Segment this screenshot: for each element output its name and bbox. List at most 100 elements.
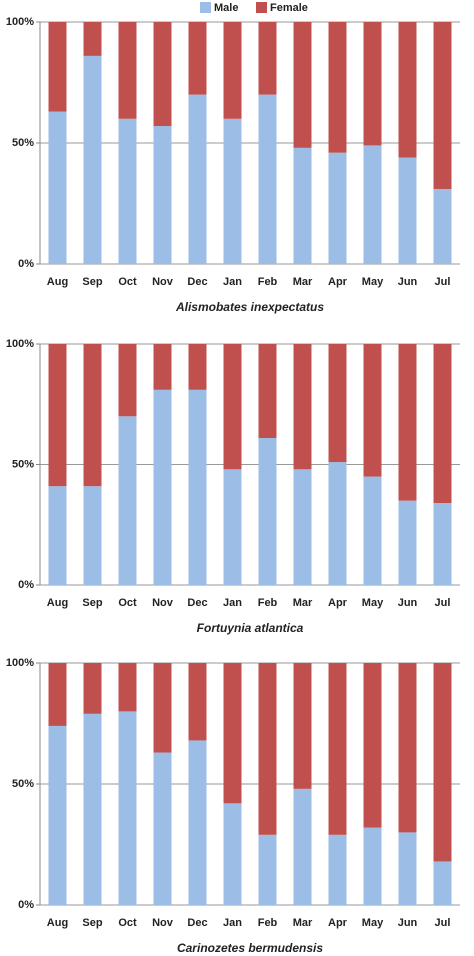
bar-segment xyxy=(433,344,452,504)
bar-segment xyxy=(293,788,312,905)
bar-segment xyxy=(153,663,172,753)
bar-segment xyxy=(398,157,417,264)
x-tick-label: Nov xyxy=(152,917,174,929)
x-tick-label: Oct xyxy=(118,597,137,609)
bar-segment xyxy=(293,147,312,264)
bar-segment xyxy=(188,94,207,264)
bar-segment xyxy=(83,486,102,585)
bar-segment xyxy=(153,126,172,264)
bar-segment xyxy=(363,663,382,828)
bar-segment xyxy=(293,663,312,789)
bar-segment xyxy=(433,663,452,862)
bar-segment xyxy=(363,476,382,585)
x-tick-label: Sep xyxy=(82,276,102,288)
x-tick-label: Jul xyxy=(435,276,451,288)
bar-segment xyxy=(223,469,242,585)
y-tick-label: 50% xyxy=(12,137,34,149)
x-tick-label: Jan xyxy=(223,597,242,609)
legend-swatch xyxy=(256,2,267,13)
x-tick-label: Jul xyxy=(435,917,451,929)
bar-segment xyxy=(223,118,242,264)
bar-segment xyxy=(118,22,137,119)
bar-segment xyxy=(363,145,382,264)
y-tick-label: 0% xyxy=(18,899,34,911)
y-tick-label: 50% xyxy=(12,778,34,790)
bar-segment xyxy=(258,94,277,264)
legend-swatch xyxy=(200,2,211,13)
bar-segment xyxy=(328,152,347,264)
bar-segment xyxy=(328,462,347,585)
bar-segment xyxy=(153,752,172,905)
x-tick-label: Feb xyxy=(258,597,278,609)
bar-segment xyxy=(48,725,67,905)
chart-title: Alismobates inexpectatus xyxy=(175,300,324,314)
bar-segment xyxy=(328,22,347,153)
bar-segment xyxy=(258,22,277,95)
y-tick-label: 100% xyxy=(6,338,34,350)
chart-title: Carinozetes bermudensis xyxy=(177,941,323,955)
y-tick-label: 0% xyxy=(18,579,34,591)
bar-segment xyxy=(398,22,417,158)
bar-segment xyxy=(118,416,137,585)
x-tick-label: May xyxy=(362,917,384,929)
x-tick-label: Apr xyxy=(328,597,348,609)
bar-segment xyxy=(433,22,452,189)
bar-segment xyxy=(118,118,137,264)
x-tick-label: Aug xyxy=(47,917,68,929)
y-tick-label: 0% xyxy=(18,258,34,270)
bar-segment xyxy=(258,344,277,438)
bar-segment xyxy=(83,22,102,56)
bar-segment xyxy=(293,344,312,470)
x-tick-label: Mar xyxy=(293,276,313,288)
bar-segment xyxy=(83,663,102,714)
bar-segment xyxy=(188,663,207,741)
bar-segment xyxy=(363,22,382,146)
y-tick-label: 100% xyxy=(6,657,34,669)
bar-segment xyxy=(83,344,102,487)
bar-segment xyxy=(83,55,102,264)
bar-segment xyxy=(328,834,347,905)
bar-segment xyxy=(398,344,417,501)
x-tick-label: Dec xyxy=(187,597,207,609)
bar-segment xyxy=(188,344,207,390)
bar-segment xyxy=(118,711,137,905)
x-tick-label: Nov xyxy=(152,276,174,288)
x-tick-label: Jul xyxy=(435,597,451,609)
x-tick-label: Aug xyxy=(47,276,68,288)
bar-segment xyxy=(363,344,382,477)
bar-segment xyxy=(293,22,312,148)
bar-segment xyxy=(118,663,137,712)
x-tick-label: Sep xyxy=(82,597,102,609)
x-tick-label: Oct xyxy=(118,276,137,288)
y-tick-label: 50% xyxy=(12,458,34,470)
x-tick-label: Apr xyxy=(328,276,348,288)
bar-segment xyxy=(48,486,67,585)
x-tick-label: Mar xyxy=(293,597,313,609)
x-tick-label: Jan xyxy=(223,276,242,288)
y-tick-label: 100% xyxy=(6,16,34,28)
x-tick-label: Jun xyxy=(398,276,418,288)
x-tick-label: Sep xyxy=(82,917,102,929)
x-tick-label: Jun xyxy=(398,597,418,609)
x-tick-label: Oct xyxy=(118,917,137,929)
bar-segment xyxy=(293,469,312,585)
x-tick-label: Apr xyxy=(328,917,348,929)
bar-segment xyxy=(398,500,417,585)
legend-label: Male xyxy=(214,2,238,14)
bar-segment xyxy=(328,663,347,835)
bar-segment xyxy=(363,827,382,905)
bar-segment xyxy=(223,344,242,470)
x-tick-label: Dec xyxy=(187,276,207,288)
bar-segment xyxy=(48,111,67,264)
bar-segment xyxy=(398,832,417,905)
x-tick-label: Mar xyxy=(293,917,313,929)
chart-title: Fortuynia atlantica xyxy=(197,621,304,635)
bar-segment xyxy=(398,663,417,833)
bar-segment xyxy=(223,803,242,905)
x-tick-label: May xyxy=(362,597,384,609)
bar-segment xyxy=(188,389,207,585)
x-tick-label: Dec xyxy=(187,917,207,929)
x-tick-label: Feb xyxy=(258,276,278,288)
bar-segment xyxy=(433,188,452,264)
